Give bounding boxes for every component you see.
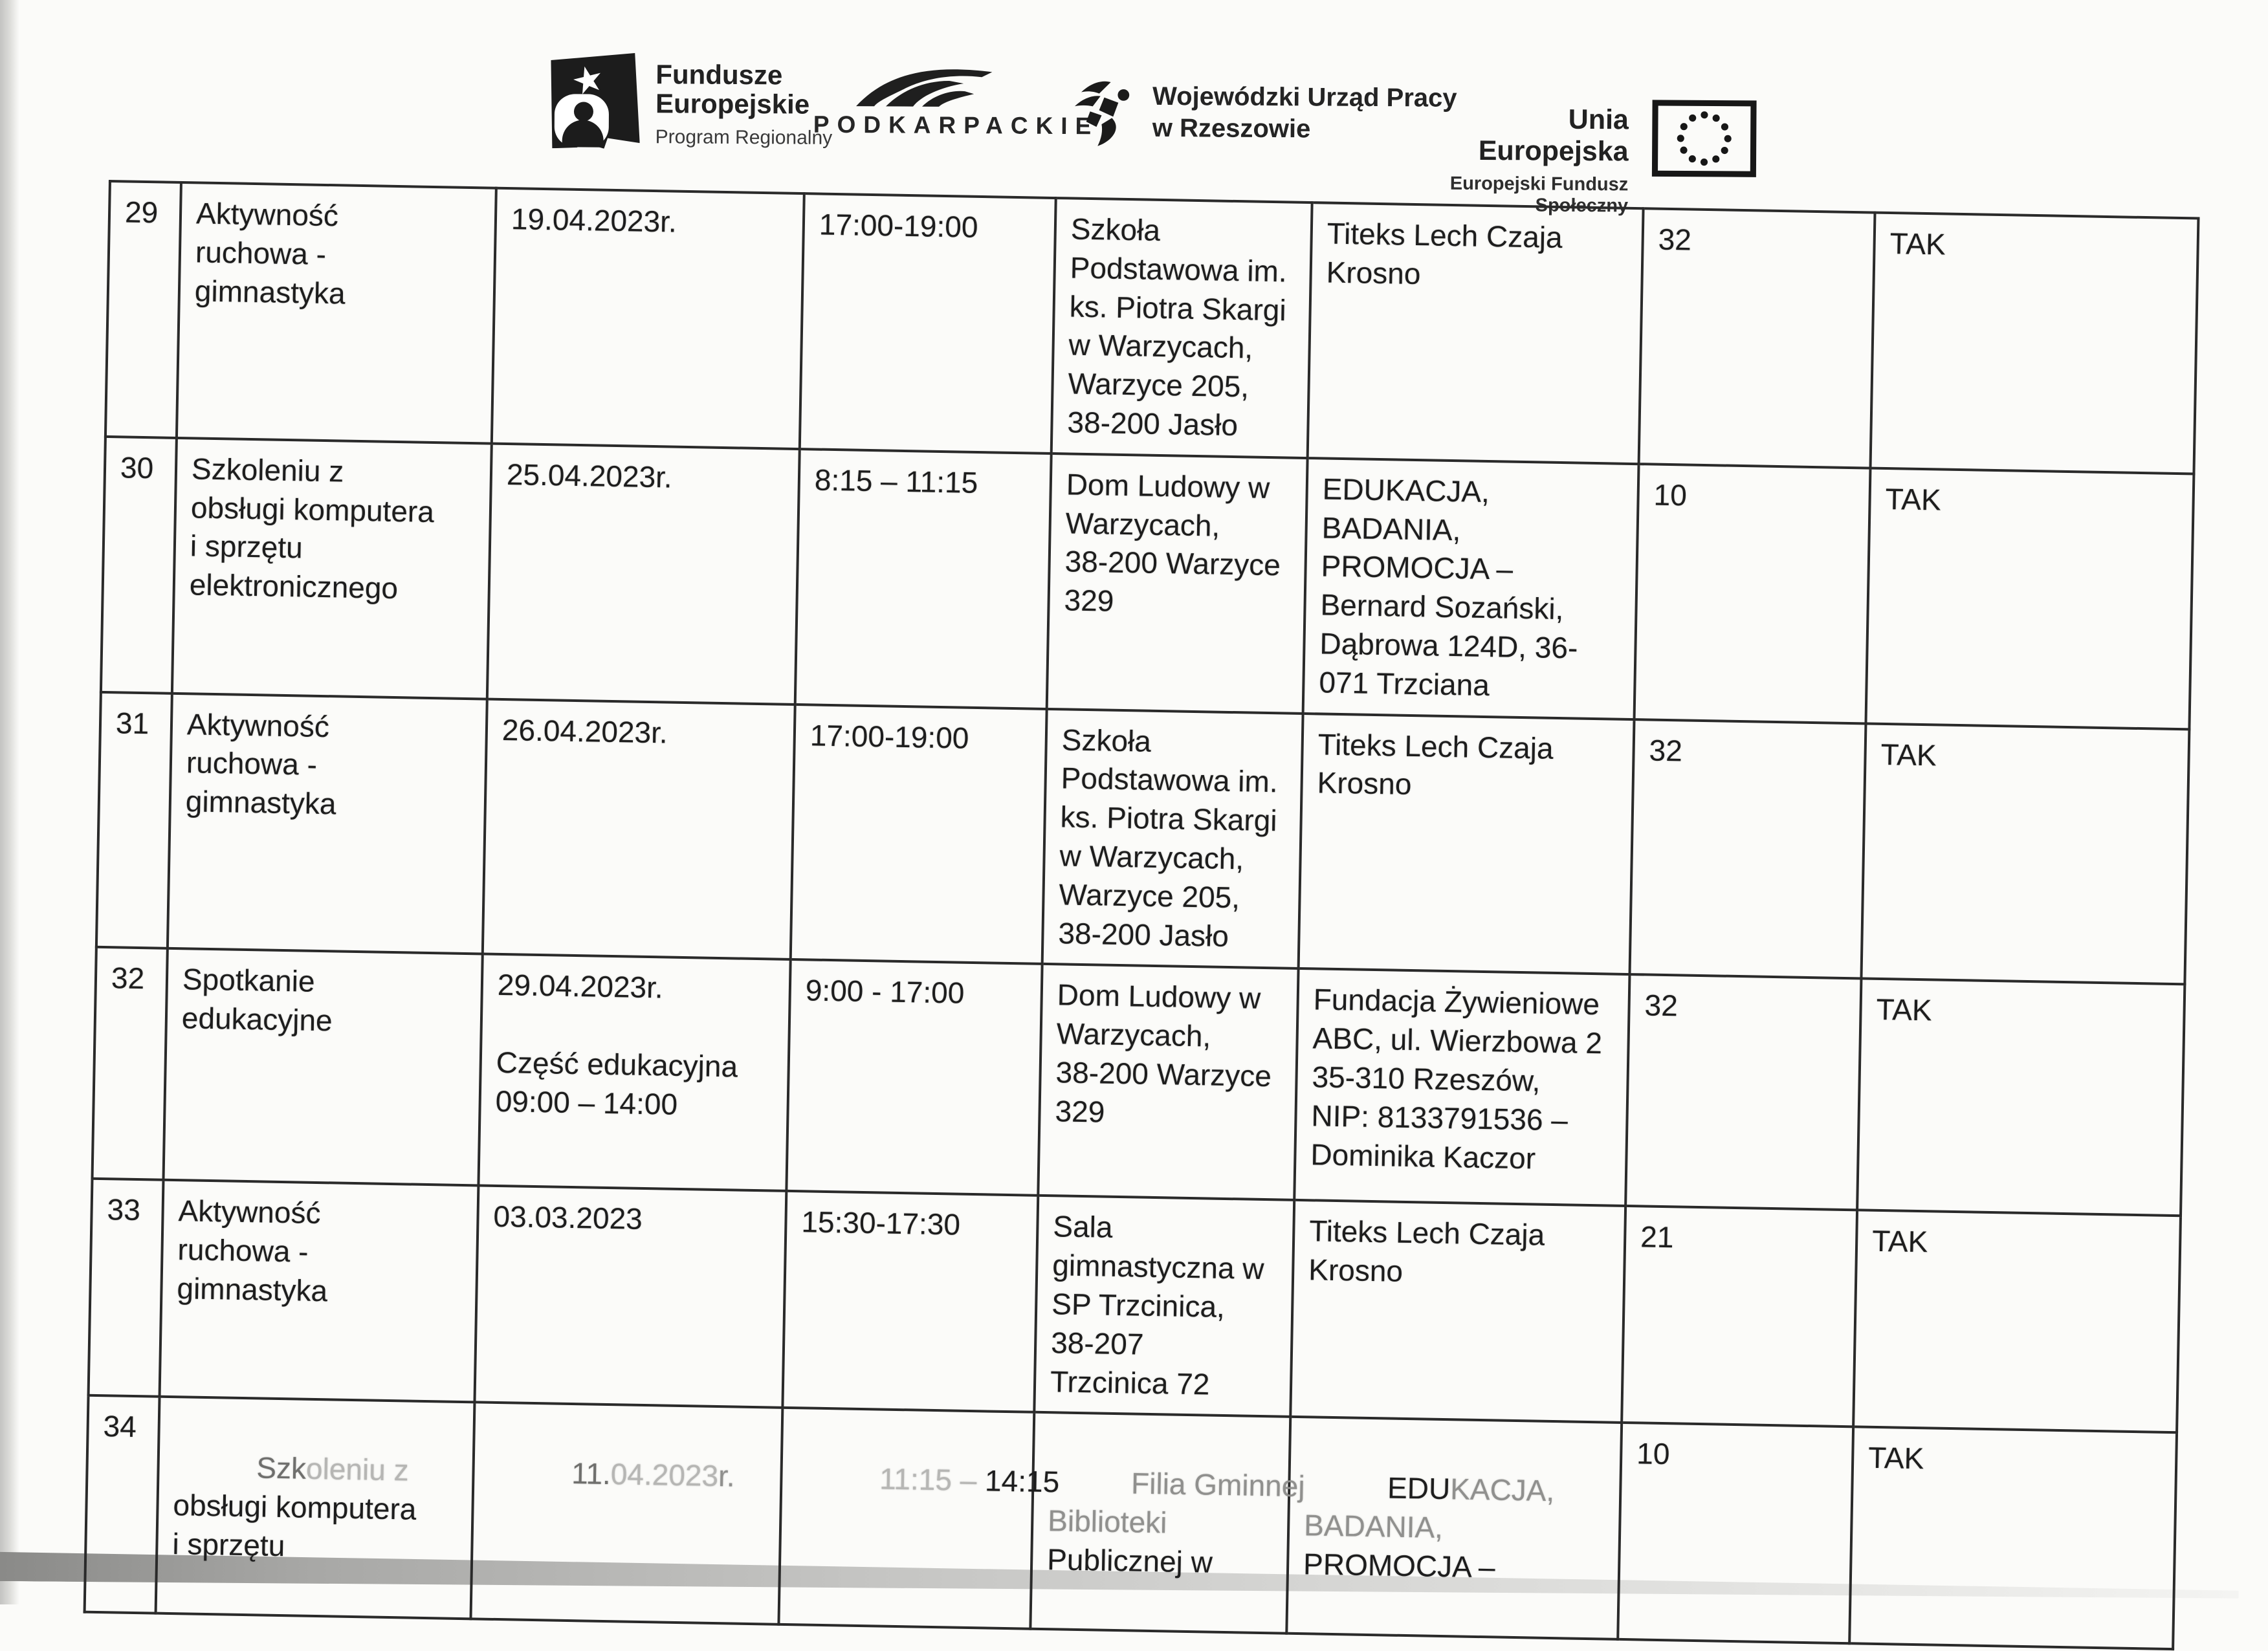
cell-confirmed: TAK: [1857, 978, 2185, 1216]
cell-row-number: 33: [88, 1179, 164, 1397]
podkarpackie-label: PODKARPACKIE: [813, 111, 1099, 140]
cell-venue: Szkoła Podstawowa im. ks. Piotra Skargi …: [1042, 708, 1303, 969]
cell-organizer: EDUKACJA, BADANIA, PROMOCJA – Bernard So…: [1303, 457, 1639, 719]
text: obsługi komputera i sprzętu: [172, 1488, 417, 1562]
wup-bird-icon: [1075, 81, 1130, 146]
cell-venue: Szkoła Podstawowa im. ks. Piotra Skargi …: [1051, 198, 1312, 458]
cell-confirmed: TAK: [1870, 212, 2199, 474]
cell-confirmed: TAK: [1849, 1427, 2177, 1650]
fundusze-europejskie-title: Fundusze Europejskie: [655, 59, 810, 120]
cell-participants: 10: [1634, 463, 1871, 724]
cell-date: 26.04.2023r.: [482, 699, 795, 960]
podkarpackie-mountains-icon: [856, 69, 993, 107]
cell-venue: Sala gimnastyczna w SP Trzcinica, 38-207…: [1034, 1196, 1295, 1417]
cell-participants: 21: [1622, 1206, 1858, 1427]
table-row: 32 Spotkanie edukacyjne 29.04.2023r. Czę…: [92, 947, 2185, 1216]
cell-row-number: 30: [100, 436, 177, 694]
cell-row-number: 31: [96, 692, 172, 949]
wup-rzeszow-logo: Wojewódzki Urząd Pracy w Rzeszowie: [1073, 75, 1457, 149]
cell-time: 17:00-19:00: [790, 704, 1047, 965]
fundusze-europejskie-flag-icon: ★: [551, 52, 641, 149]
text: PROMOCJA –: [1303, 1546, 1496, 1584]
cell-date: 03.03.2023: [474, 1185, 787, 1408]
table-row: 30 Szkoleniu z obsługi komputera i sprzę…: [100, 436, 2194, 729]
program-regionalny-subtitle: Program Regionalny: [655, 126, 833, 149]
text: Publicznej w: [1046, 1542, 1213, 1579]
cell-time: 15:30-17:30: [782, 1191, 1039, 1413]
cell-activity: Aktywność ruchowa - gimnastyka: [167, 693, 487, 954]
cell-activity: Szkoleniu z obsługi komputera i sprzętu …: [171, 437, 492, 699]
cell-organizer: EDUKACJA, BADANIA, PROMOCJA –: [1286, 1417, 1622, 1640]
document-header: ★ Fundusze Europejskie Program Regionaln…: [0, 0, 2268, 217]
table-row: 34 Szkoleniu z obsługi komputera i sprzę…: [84, 1395, 2177, 1650]
table-row: 29 Aktywność ruchowa - gimnastyka 19.04.…: [105, 181, 2199, 474]
faded-text: Szk: [256, 1450, 307, 1485]
cell-confirmed: TAK: [1866, 468, 2194, 729]
cell-participants: 32: [1629, 719, 1866, 979]
cell-activity: Spotkanie edukacyjne: [163, 948, 483, 1186]
unia-europejska-title: Unia Europejska: [1478, 104, 1629, 168]
faded-text: BADANIA,: [1303, 1508, 1444, 1544]
cell-venue: Dom Ludowy w Warzycach, 38-200 Warzyce 3…: [1046, 453, 1308, 714]
faded-text: 04.2023: [610, 1457, 719, 1493]
cell-row-number: 32: [92, 947, 168, 1181]
cell-row-number: 29: [105, 181, 181, 438]
cell-time: 8:15 – 11:15: [795, 448, 1051, 709]
eu-flag-icon: [1651, 100, 1757, 177]
scan-left-edge-artifact: [0, 0, 19, 1604]
cell-venue: Filia Gminnej Biblioteki Publicznej w: [1030, 1412, 1305, 1634]
faded-text: KACJA,: [1449, 1472, 1555, 1508]
schedule-table: 29 Aktywność ruchowa - gimnastyka 19.04.…: [83, 180, 2200, 1650]
faded-text: 11:15 –: [879, 1461, 985, 1498]
cell-organizer: Titeks Lech Czaja Krosno: [1307, 202, 1644, 464]
faded-text: oleniu z: [305, 1451, 410, 1487]
cell-date: 25.04.2023r.: [487, 443, 800, 705]
cell-time: 17:00-19:00: [799, 193, 1056, 454]
schedule-table-container: 29 Aktywność ruchowa - gimnastyka 19.04.…: [83, 180, 2200, 1650]
cell-activity: Aktywność ruchowa - gimnastyka: [176, 182, 496, 444]
cell-venue: Dom Ludowy w Warzycach, 38-200 Warzyce 3…: [1038, 964, 1299, 1201]
faded-text: r.: [718, 1459, 736, 1493]
cell-activity: Szkoleniu z obsługi komputera i sprzętu: [155, 1397, 475, 1619]
cell-date: 29.04.2023r. Część edukacyjna 09:00 – 14…: [478, 954, 791, 1192]
cell-participants: 32: [1625, 974, 1862, 1210]
cell-confirmed: TAK: [1861, 723, 2190, 985]
fundusze-europejskie-logo: ★ Fundusze Europejskie Program Regionaln…: [551, 52, 833, 150]
cell-time: 9:00 - 17:00: [786, 959, 1042, 1196]
cell-date: 19.04.2023r.: [491, 188, 804, 449]
cell-organizer: Fundacja Żywieniowe ABC, ul. Wierzbowa 2…: [1294, 968, 1630, 1207]
cell-participants: 32: [1638, 208, 1875, 468]
faded-text: 11.: [571, 1456, 611, 1491]
cell-participants: 10: [1618, 1423, 1854, 1644]
cell-date: 11.04.2023r.: [470, 1402, 783, 1625]
wup-label: Wojewódzki Urząd Pracy w Rzeszowie: [1152, 82, 1457, 144]
table-row: 31 Aktywność ruchowa - gimnastyka 26.04.…: [96, 692, 2190, 985]
table-row: 33 Aktywność ruchowa - gimnastyka 03.03.…: [88, 1179, 2181, 1433]
cell-time: 11:15 – 14:15: [778, 1408, 1060, 1630]
cell-organizer: Titeks Lech Czaja Krosno: [1290, 1200, 1626, 1423]
unia-europejska-logo: Unia Europejska Europejski Fundusz Społe…: [1420, 95, 1757, 217]
cell-confirmed: TAK: [1853, 1210, 2181, 1433]
person-silhouette-head: [573, 102, 594, 122]
text: EDU: [1387, 1471, 1451, 1506]
cell-activity: Aktywność ruchowa - gimnastyka: [159, 1180, 479, 1403]
podkarpackie-logo: PODKARPACKIE: [813, 62, 1099, 140]
faded-text: Filia Gminnej Biblioteki: [1047, 1466, 1306, 1540]
cell-row-number: 34: [84, 1395, 160, 1613]
cell-organizer: Titeks Lech Czaja Krosno: [1298, 713, 1635, 975]
